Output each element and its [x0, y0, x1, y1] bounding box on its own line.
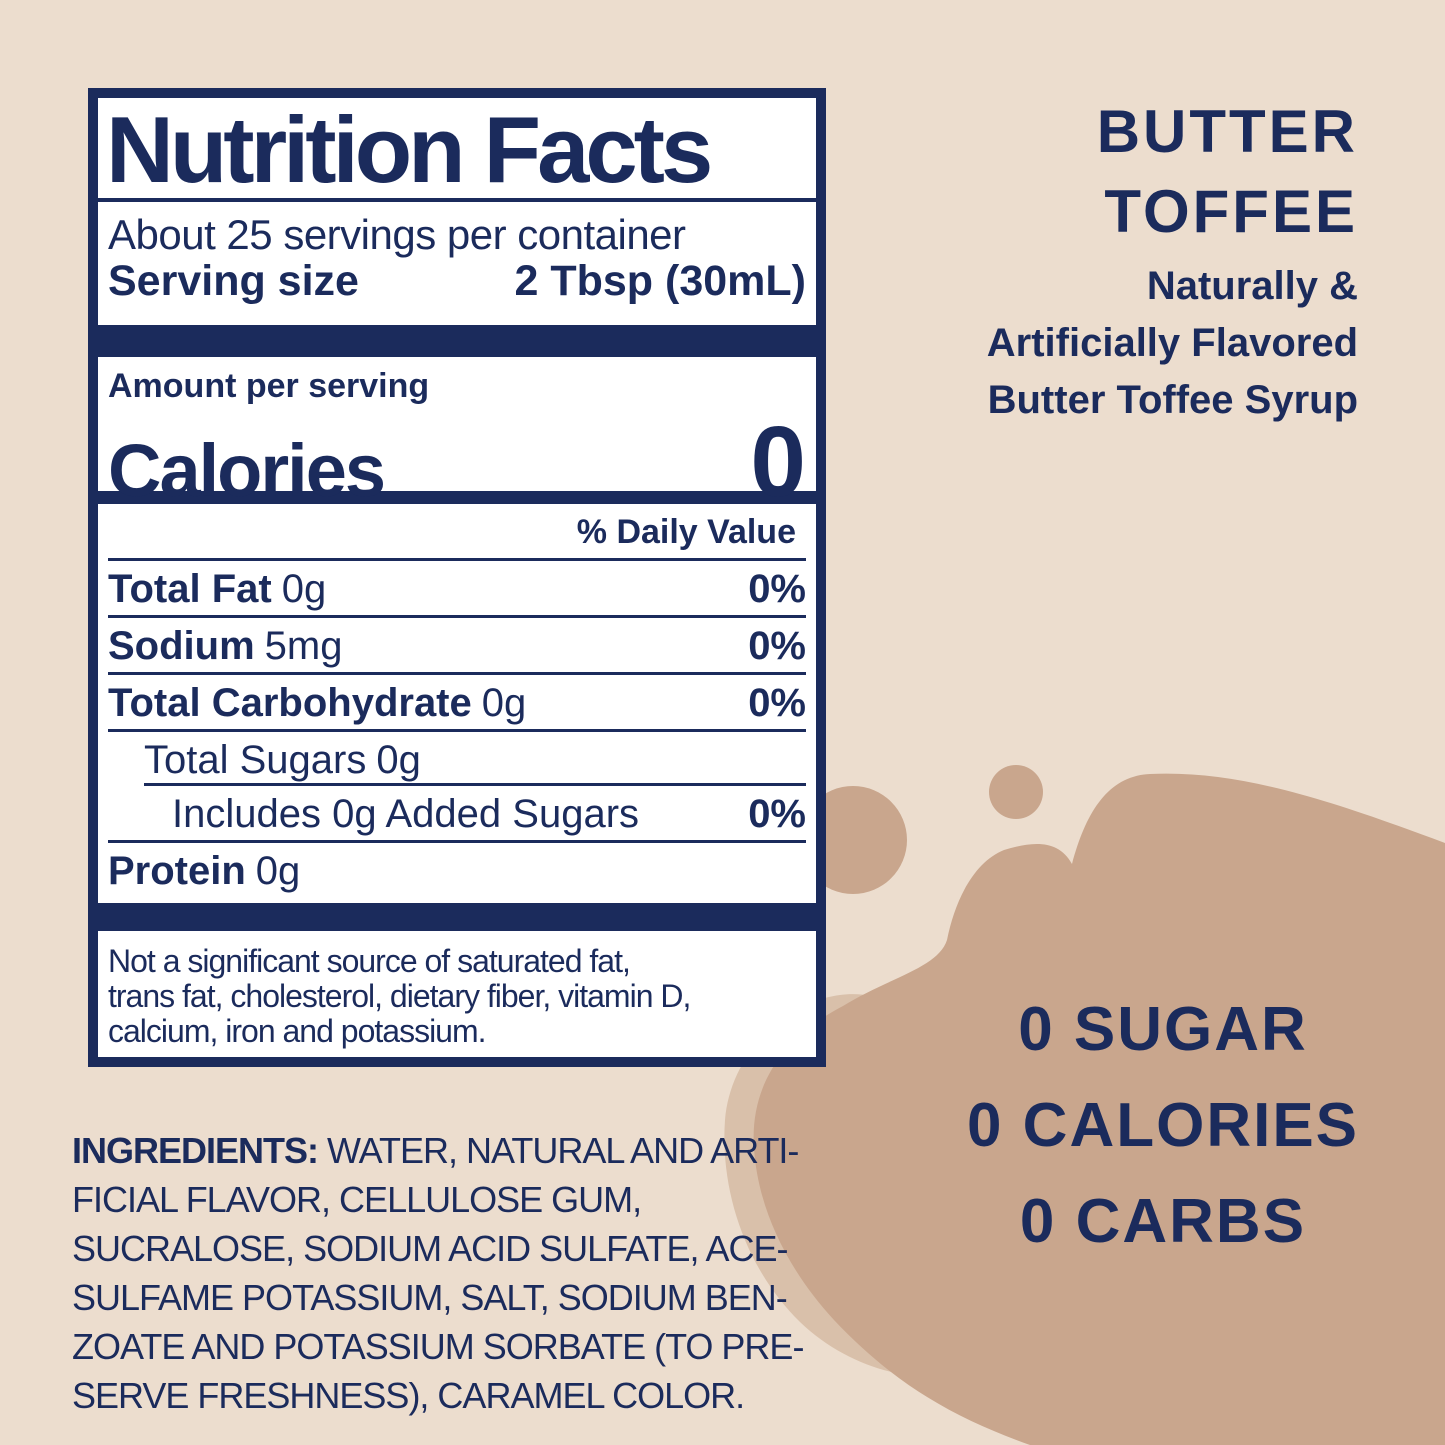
- calories-label: Calories: [108, 429, 386, 512]
- nutrient-name-amount: Sodium 5mg: [108, 624, 343, 668]
- thick-rule-top: [98, 325, 816, 357]
- flavor-subtitle-line: Butter Toffee Syrup: [987, 378, 1358, 422]
- ingredients-text: INGREDIENTS: WATER, NATURAL AND ARTI- FI…: [72, 1130, 804, 1416]
- label-footnote: Not a significant source of saturated fa…: [108, 943, 691, 1049]
- flavor-headline: BUTTER TOFFEE Naturally & Artificially F…: [987, 92, 1358, 429]
- calories-row: Calories 0: [108, 405, 806, 518]
- nutrient-name-amount: Total Sugars 0g: [144, 738, 421, 782]
- ingredients-label: INGREDIENTS:: [72, 1130, 319, 1171]
- nutrition-facts-label: Nutrition Facts About 25 servings per co…: [88, 88, 826, 1067]
- nutrient-row-total-sugars: Total Sugars 0g: [108, 732, 806, 786]
- claim-zero-calories: 0 CALORIES: [966, 1091, 1360, 1160]
- daily-value-header: % Daily Value: [108, 504, 806, 561]
- flavor-name: BUTTER TOFFEE: [987, 92, 1358, 252]
- nutrient-name-amount: Includes 0g Added Sugars: [172, 792, 640, 836]
- claims-list: 0 SUGAR 0 CALORIES 0 CARBS: [880, 982, 1445, 1270]
- title-divider: [98, 198, 816, 202]
- nutrient-row-protein: Protein 0g: [108, 843, 806, 897]
- nutrition-facts-title: Nutrition Facts: [106, 97, 713, 202]
- serving-size-row: Serving size 2 Tbsp (30mL): [108, 258, 806, 304]
- nutrient-name-amount: Total Fat 0g: [108, 567, 327, 611]
- nutrient-name-amount: Total Carbohydrate 0g: [108, 681, 527, 725]
- nutrient-name-amount: Protein 0g: [108, 849, 301, 893]
- serving-size-value: 2 Tbsp (30mL): [514, 257, 807, 305]
- nutrient-row-total-carbohydrate: Total Carbohydrate 0g 0%: [108, 675, 806, 732]
- amount-per-serving-label: Amount per serving: [108, 367, 430, 405]
- servings-per-container: About 25 servings per container: [108, 211, 686, 258]
- serving-size-label: Serving size: [108, 257, 359, 305]
- flavor-name-line: BUTTER: [1096, 98, 1358, 165]
- nutrient-daily-value: 0%: [748, 681, 806, 725]
- nutrient-row-added-sugars: Includes 0g Added Sugars 0%: [108, 786, 806, 843]
- nutrient-row-sodium: Sodium 5mg 0%: [108, 618, 806, 675]
- calories-value: 0: [750, 406, 806, 518]
- nutrient-row-total-fat: Total Fat 0g 0%: [108, 561, 806, 618]
- medium-rule: [98, 491, 816, 504]
- splash-main-shape: [753, 773, 1445, 1445]
- flavor-subtitle-line: Artificially Flavored: [986, 321, 1358, 365]
- claim-zero-carbs: 0 CARBS: [1019, 1187, 1307, 1256]
- nutrient-daily-value: 0%: [748, 567, 806, 611]
- claim-zero-sugar: 0 SUGAR: [1018, 995, 1308, 1064]
- nutrient-daily-value: 0%: [748, 624, 806, 668]
- thick-rule-bottom: [98, 903, 816, 931]
- flavor-subtitle: Naturally & Artificially Flavored Butter…: [987, 258, 1358, 429]
- splash-droplet: [989, 765, 1043, 819]
- flavor-name-line: TOFFEE: [1104, 178, 1358, 245]
- nutrient-daily-value: 0%: [748, 792, 806, 836]
- splash-arm-blob: [799, 786, 907, 894]
- flavor-subtitle-line: Naturally &: [1146, 264, 1358, 308]
